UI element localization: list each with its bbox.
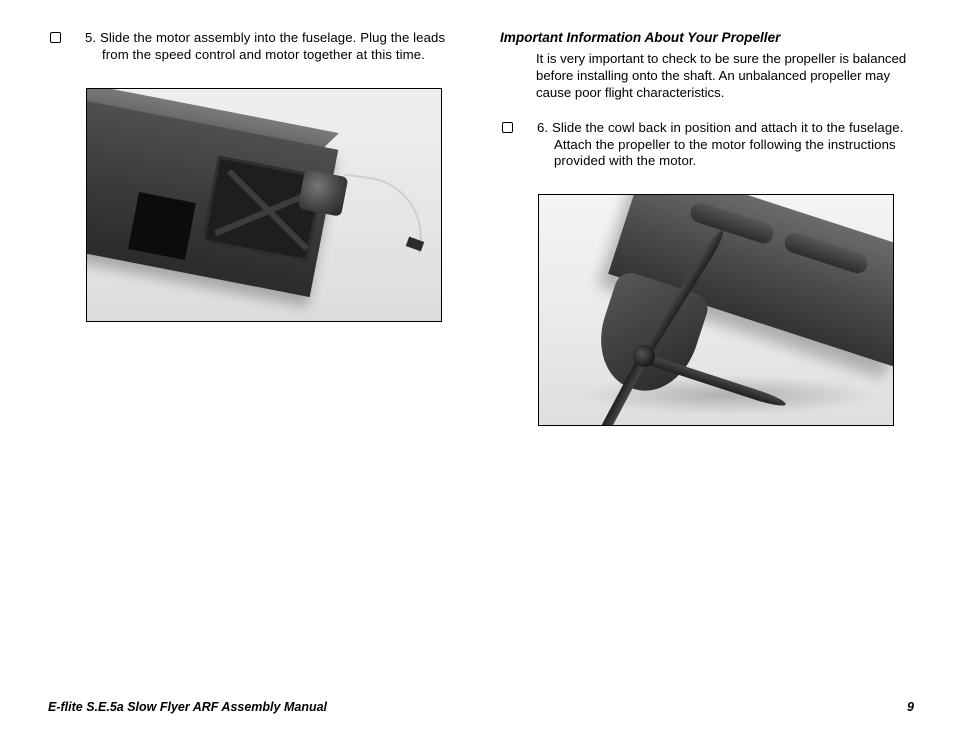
footer-page-number: 9 [907, 700, 914, 714]
propeller-info-paragraph: It is very important to check to be sure… [536, 51, 914, 102]
two-column-layout: 5. Slide the motor assembly into the fus… [48, 30, 914, 426]
step-5: 5. Slide the motor assembly into the fus… [48, 30, 462, 64]
step-6-body: 6. Slide the cowl back in position and a… [537, 120, 914, 171]
manual-page: 5. Slide the motor assembly into the fus… [0, 0, 954, 738]
step-5-text: Slide the motor assembly into the fusela… [100, 30, 445, 62]
left-column: 5. Slide the motor assembly into the fus… [48, 30, 462, 426]
propeller-info-heading: Important Information About Your Propell… [500, 30, 914, 45]
step-6-number: 6. [537, 120, 548, 135]
figure-step-6 [538, 194, 894, 426]
hatch-opening [128, 192, 196, 260]
figure-step-5 [86, 88, 442, 322]
step-5-body: 5. Slide the motor assembly into the fus… [85, 30, 462, 64]
step-5-number: 5. [85, 30, 96, 45]
checkbox-icon [502, 122, 513, 133]
right-column: Important Information About Your Propell… [500, 30, 914, 426]
step-6: 6. Slide the cowl back in position and a… [500, 120, 914, 171]
footer-title: E-flite S.E.5a Slow Flyer ARF Assembly M… [48, 700, 327, 714]
step-6-text: Slide the cowl back in position and atta… [552, 120, 904, 169]
checkbox-icon [50, 32, 61, 43]
page-footer: E-flite S.E.5a Slow Flyer ARF Assembly M… [48, 700, 914, 714]
